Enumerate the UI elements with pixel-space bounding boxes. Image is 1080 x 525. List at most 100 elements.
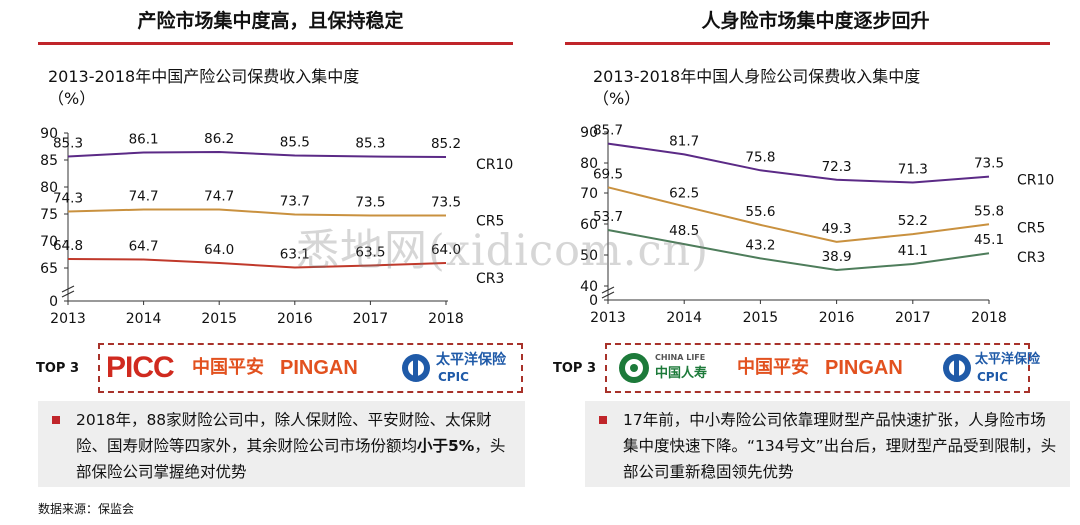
y-tick-label: 75 [40, 207, 58, 223]
data-label: 43.2 [745, 237, 775, 253]
data-label: 71.3 [898, 161, 928, 177]
data-label: 55.6 [745, 204, 775, 220]
y-tick-label: 0 [49, 294, 58, 310]
data-label: 53.7 [593, 209, 623, 225]
series-line-cr5 [67, 208, 446, 217]
data-label: 85.3 [53, 136, 83, 152]
source-note: 数据来源：保监会 [38, 502, 135, 516]
data-label: 64.7 [129, 239, 159, 255]
cpic-emblem-icon [402, 354, 430, 382]
y-tick-label: 65 [40, 261, 58, 277]
pingan-en-logo: PINGAN [280, 357, 358, 379]
data-label: 69.5 [593, 166, 623, 182]
right-panel: 人身险市场集中度逐步回升 2013-2018年中国人身险公司保费收入集中度 （%… [553, 0, 1078, 490]
series-line-cr3 [607, 229, 990, 272]
x-tick-label: 2015 [743, 310, 779, 326]
right-chart-title: 2013-2018年中国人身险公司保费收入集中度 （%） [593, 67, 921, 108]
y-tick-label: 70 [40, 234, 58, 250]
data-label: 85.2 [431, 136, 461, 152]
series-name-label: CR10 [476, 157, 513, 173]
axis-break-mark [601, 291, 615, 299]
data-label: 63.1 [280, 247, 310, 263]
data-label: 74.3 [53, 191, 83, 207]
x-tick-label: 2017 [895, 310, 931, 326]
series-name-label: CR5 [1017, 220, 1045, 236]
x-tick-label: 2016 [277, 311, 313, 327]
right-panel-heading: 人身险市场集中度逐步回升 [701, 10, 930, 32]
y-tick-label: 80 [40, 180, 58, 196]
series-name-label: CR3 [1017, 250, 1045, 266]
data-label: 62.5 [669, 185, 699, 201]
left-note-bullet-icon [52, 416, 60, 424]
y-tick-label: 80 [580, 156, 598, 172]
china-life-en-logo: CHINA LIFE [655, 353, 706, 362]
pingan-en-logo-right: PINGAN [825, 357, 903, 379]
left-note-text-2: ，头部保险公司掌握绝对优势 [76, 437, 506, 481]
china-life-emblem-icon [619, 353, 649, 383]
axis-break-mark [601, 286, 615, 294]
right-heading-rule [565, 42, 1050, 45]
right-note-box: 17年前，中小寿险公司依靠理财型产品快速扩张，人身险市场集中度快速下降。“134… [585, 401, 1070, 487]
x-tick-label: 2017 [353, 311, 389, 327]
x-tick-label: 2018 [428, 311, 464, 327]
data-label: 63.5 [355, 245, 385, 261]
pingan-cn-logo: 中国平安 [192, 357, 264, 378]
china-life-cn-logo: 中国人寿 [655, 366, 708, 381]
data-label: 86.2 [204, 131, 234, 147]
right-logo-box: CHINA LIFE 中国人寿 中国平安 PINGAN 太平洋保险 CPIC [605, 343, 1040, 393]
data-label: 55.8 [974, 203, 1004, 219]
data-label: 64.8 [53, 238, 83, 254]
data-label: 73.7 [280, 194, 310, 210]
picc-logo: PICC [106, 351, 175, 384]
data-label: 74.7 [129, 189, 159, 205]
x-tick-label: 2013 [590, 310, 626, 326]
axis-break-mark [61, 285, 75, 293]
x-tick-label: 2016 [819, 310, 855, 326]
left-panel: 产险市场集中度高，且保持稳定 2013-2018年中国产险公司保费收入集中度 （… [8, 0, 533, 490]
series-name-label: CR3 [476, 271, 504, 287]
x-tick-label: 2015 [201, 311, 237, 327]
left-note-box: 2018年，88家财险公司中，除人保财险、平安财险、太保财险、国寿财险等四家外，… [38, 401, 525, 487]
cpic-emblem-icon-right [943, 354, 971, 382]
data-label: 45.1 [974, 232, 1004, 248]
data-label: 85.5 [280, 135, 310, 151]
x-tick-label: 2014 [126, 311, 162, 327]
left-note-text-bold: 小于5% [417, 437, 475, 455]
right-top3-label: TOP 3 [553, 361, 597, 376]
pingan-cn-logo-right: 中国平安 [737, 357, 809, 378]
data-label: 86.1 [129, 132, 159, 148]
data-label: 73.5 [355, 195, 385, 211]
cpic-cn-logo-right: 太平洋保险 [975, 352, 1041, 367]
y-tick-label: 70 [580, 186, 598, 202]
x-tick-label: 2014 [666, 310, 702, 326]
y-tick-label: 90 [40, 126, 58, 142]
series-line-cr10 [67, 150, 447, 158]
y-tick-label: 50 [580, 248, 598, 264]
left-heading-rule [38, 42, 513, 45]
cpic-cn-logo: 太平洋保险 [436, 352, 506, 368]
y-tick-label: 90 [580, 125, 598, 141]
cpic-en-logo: CPIC [438, 370, 469, 384]
series-name-label: CR10 [1017, 173, 1054, 189]
axis-break-mark [61, 290, 75, 298]
left-note-text-1: 2018年，88家财险公司中，除人保财险、平安财险、太保财险、国寿财险等四家外，… [76, 411, 492, 455]
data-label: 64.0 [204, 242, 234, 258]
x-tick-label: 2018 [971, 310, 1007, 326]
y-tick-label: 40 [580, 279, 598, 295]
data-label: 75.8 [745, 149, 775, 165]
data-label: 85.3 [355, 136, 385, 152]
data-label: 85.7 [593, 123, 623, 139]
data-label: 72.3 [822, 159, 852, 175]
data-label: 64.0 [431, 242, 461, 258]
data-label: 52.2 [898, 213, 928, 229]
right-note-bullet-icon [599, 416, 607, 424]
left-panel-heading: 产险市场集中度高，且保持稳定 [137, 10, 404, 32]
x-tick-label: 2013 [50, 311, 86, 327]
data-label: 41.1 [898, 243, 928, 259]
y-tick-label: 0 [589, 293, 598, 309]
y-tick-label: 85 [40, 153, 58, 169]
data-label: 73.5 [974, 156, 1004, 172]
series-line-cr3 [67, 258, 447, 269]
